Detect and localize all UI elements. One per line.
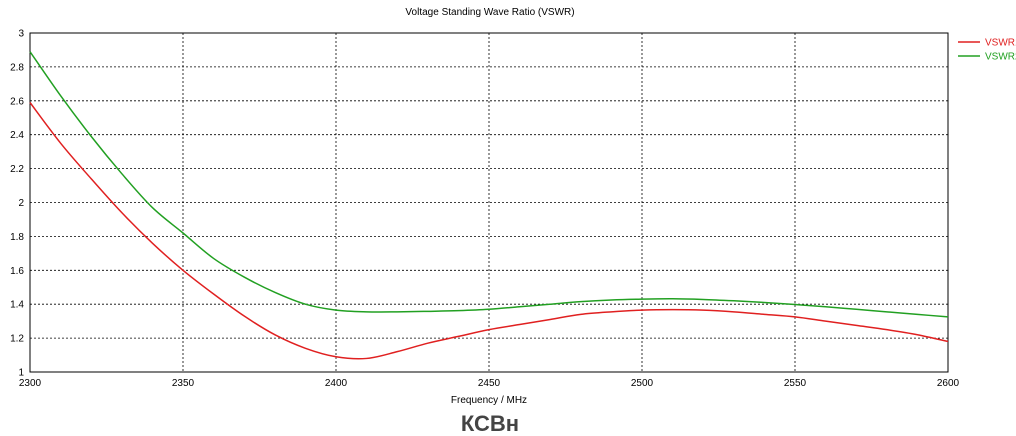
y-tick-label: 2.4	[10, 130, 24, 141]
x-tick-label: 2450	[478, 378, 501, 389]
legend: VSWR1 VSWR2	[958, 38, 1016, 63]
y-tick-label: 1	[18, 368, 24, 379]
y-tick-label: 1.4	[10, 300, 24, 311]
x-axis-label: Frequency / MHz	[451, 395, 527, 406]
x-tick-label: 2550	[784, 378, 807, 389]
y-tick-label: 3	[18, 29, 24, 40]
legend-label: VSWR2	[985, 52, 1016, 63]
x-tick-label: 2350	[172, 378, 195, 389]
x-axis-ticks: 2300 2350 2400 2450 2500 2550 2600	[19, 378, 960, 389]
y-tick-label: 2.8	[10, 62, 24, 73]
legend-label: VSWR1	[985, 38, 1016, 49]
y-tick-label: 2.6	[10, 96, 24, 107]
y-tick-label: 1.6	[10, 266, 24, 277]
series-lines	[29, 51, 949, 360]
x-tick-label: 2400	[325, 378, 348, 389]
y-tick-label: 1.2	[10, 334, 24, 345]
x-tick-label: 2300	[19, 378, 42, 389]
y-axis-ticks: 1 1.2 1.4 1.6 1.8 2 2.2 2.4 2.6 2.8 3	[10, 29, 24, 379]
y-tick-label: 1.8	[10, 232, 24, 243]
series-line-vswr2	[29, 51, 949, 318]
series-line-vswr1	[29, 102, 949, 360]
x-tick-label: 2500	[631, 378, 654, 389]
y-tick-label: 2.2	[10, 164, 24, 175]
chart-title: Voltage Standing Wave Ratio (VSWR)	[405, 7, 574, 18]
x-tick-label: 2600	[937, 378, 960, 389]
y-tick-label: 2	[18, 198, 24, 209]
plot-area-border	[29, 32, 949, 373]
caption: КСВн	[461, 411, 519, 436]
grid	[30, 33, 948, 372]
